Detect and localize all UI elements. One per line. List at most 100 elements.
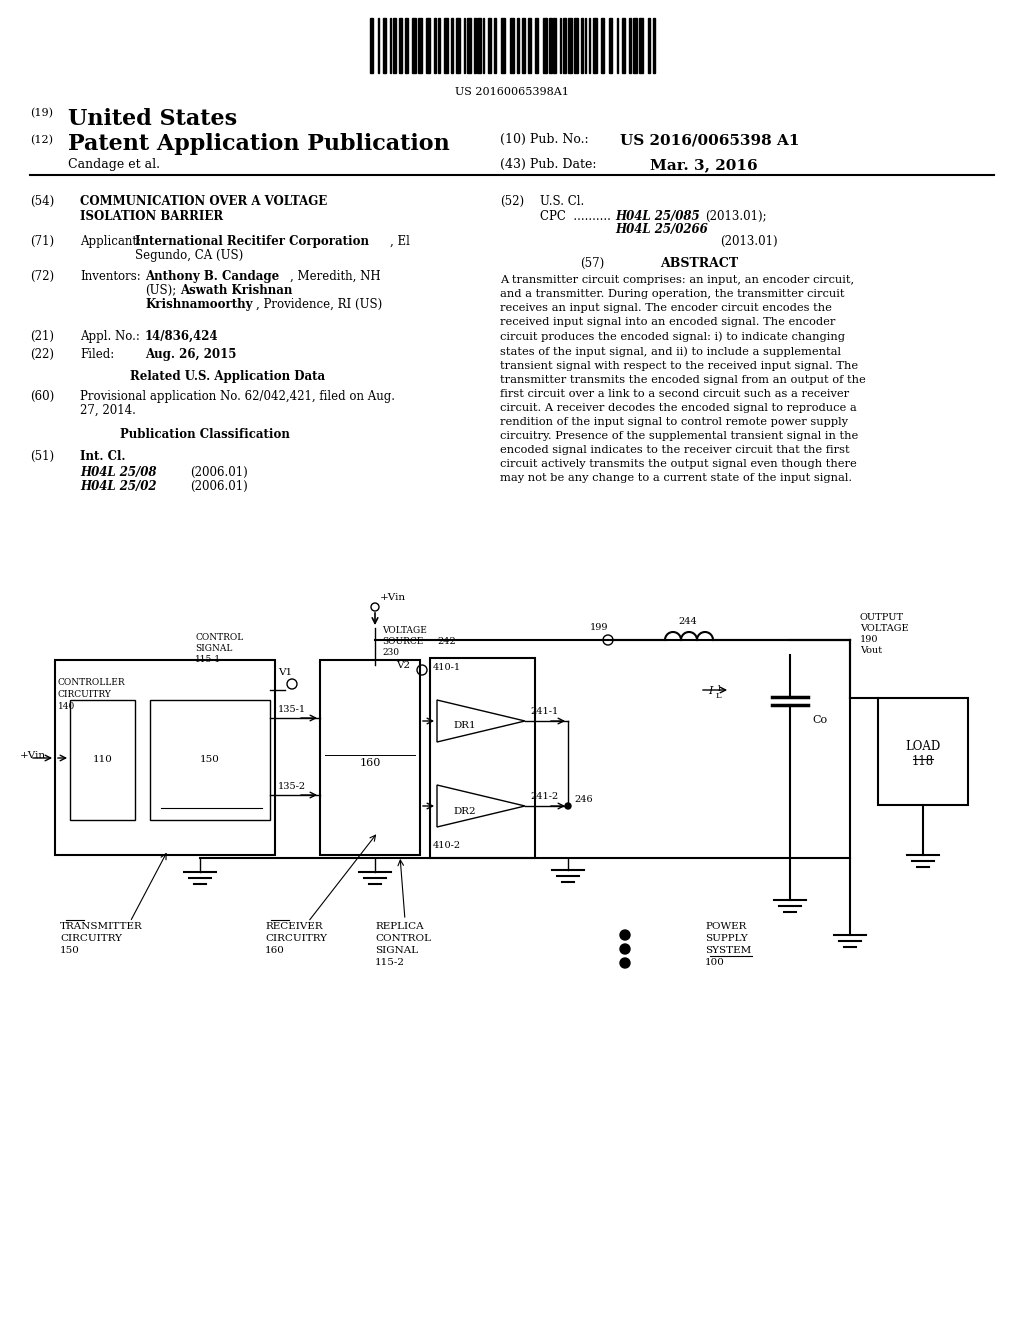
Bar	[535, 18, 538, 73]
Bar	[528, 18, 531, 73]
Text: Filed:: Filed:	[80, 348, 115, 360]
Bar	[581, 18, 583, 73]
Text: Publication Classification: Publication Classification	[120, 428, 290, 441]
Text: CIRCUITRY: CIRCUITRY	[265, 935, 327, 942]
Bar	[477, 18, 481, 73]
Text: (72): (72)	[30, 271, 54, 282]
Text: SIGNAL: SIGNAL	[375, 946, 418, 954]
Text: (22): (22)	[30, 348, 54, 360]
Text: (2013.01);: (2013.01);	[705, 210, 767, 223]
Text: Mar. 3, 2016: Mar. 3, 2016	[650, 158, 758, 172]
Text: (2013.01): (2013.01)	[720, 235, 777, 248]
Text: CIRCUITRY: CIRCUITRY	[60, 935, 122, 942]
Text: Provisional application No. 62/042,421, filed on Aug.: Provisional application No. 62/042,421, …	[80, 389, 395, 403]
Text: Krishnamoorthy: Krishnamoorthy	[145, 298, 253, 312]
Text: Applicant:: Applicant:	[80, 235, 144, 248]
Text: (60): (60)	[30, 389, 54, 403]
Bar	[543, 18, 547, 73]
Text: US 20160065398A1: US 20160065398A1	[455, 87, 569, 96]
Text: 27, 2014.: 27, 2014.	[80, 404, 136, 417]
Text: U.S. Cl.: U.S. Cl.	[540, 195, 585, 209]
Circle shape	[620, 958, 630, 968]
Text: 135-2: 135-2	[278, 781, 306, 791]
Bar	[70, 700, 135, 820]
Bar	[501, 18, 505, 73]
Bar	[633, 18, 637, 73]
Circle shape	[565, 803, 571, 809]
Bar	[629, 18, 631, 73]
Text: CONTROLLER: CONTROLLER	[58, 678, 126, 686]
Text: International Recitifer Corporation: International Recitifer Corporation	[135, 235, 369, 248]
Text: Inventors:: Inventors:	[80, 271, 140, 282]
Bar	[383, 18, 386, 73]
Text: CPC  ..........: CPC ..........	[540, 210, 611, 223]
Text: POWER: POWER	[705, 921, 746, 931]
Text: ISOLATION BARRIER: ISOLATION BARRIER	[80, 210, 223, 223]
Text: Patent Application Publication: Patent Application Publication	[68, 133, 450, 154]
Text: 150: 150	[60, 946, 80, 954]
Text: Int. Cl.: Int. Cl.	[80, 450, 126, 463]
Text: L: L	[716, 692, 722, 700]
Bar	[593, 18, 597, 73]
Text: H04L 25/085: H04L 25/085	[615, 210, 699, 223]
Text: 190: 190	[860, 635, 879, 644]
Text: (2006.01): (2006.01)	[190, 480, 248, 492]
Text: SOURCE: SOURCE	[382, 638, 423, 645]
Bar	[412, 18, 416, 73]
Text: (51): (51)	[30, 450, 54, 463]
Text: 100: 100	[705, 958, 725, 968]
Text: SYSTEM: SYSTEM	[705, 946, 752, 954]
Text: VOLTAGE: VOLTAGE	[382, 626, 427, 635]
Text: V1: V1	[278, 668, 292, 677]
Text: Candage et al.: Candage et al.	[68, 158, 160, 172]
Text: 160: 160	[359, 758, 381, 767]
Bar	[553, 18, 556, 73]
Text: 115-2: 115-2	[375, 958, 406, 968]
Text: CONTROL: CONTROL	[195, 634, 244, 642]
Bar	[55, 660, 275, 855]
Text: DR1: DR1	[454, 722, 476, 730]
Bar	[444, 18, 449, 73]
Text: SIGNAL: SIGNAL	[195, 644, 232, 653]
Text: RECEIVER: RECEIVER	[265, 921, 323, 931]
Bar	[370, 18, 373, 73]
Text: TRANSMITTER: TRANSMITTER	[60, 921, 142, 931]
Text: 115-1: 115-1	[195, 655, 221, 664]
Bar	[430, 657, 535, 858]
Text: (12): (12)	[30, 135, 53, 145]
Bar	[418, 18, 422, 73]
Bar	[393, 18, 396, 73]
Bar	[568, 18, 572, 73]
Text: H04L 25/02: H04L 25/02	[80, 480, 157, 492]
Text: Appl. No.:: Appl. No.:	[80, 330, 140, 343]
Text: I: I	[708, 686, 712, 696]
Bar	[517, 18, 519, 73]
Text: Related U.S. Application Data: Related U.S. Application Data	[130, 370, 326, 383]
Bar	[563, 18, 566, 73]
Bar	[451, 18, 453, 73]
Text: DR2: DR2	[454, 807, 476, 816]
Text: V2: V2	[396, 661, 410, 671]
Bar	[150, 700, 270, 820]
Text: LOAD: LOAD	[905, 741, 941, 752]
Text: (US);: (US);	[145, 284, 176, 297]
Text: H04L 25/08: H04L 25/08	[80, 466, 157, 479]
Text: , Meredith, NH: , Meredith, NH	[290, 271, 381, 282]
Text: 1: 1	[716, 685, 721, 693]
Circle shape	[620, 931, 630, 940]
Text: Aug. 26, 2015: Aug. 26, 2015	[145, 348, 237, 360]
Text: US 2016/0065398 A1: US 2016/0065398 A1	[620, 133, 800, 147]
Bar	[639, 18, 643, 73]
Text: 199: 199	[590, 623, 608, 632]
Bar	[574, 18, 578, 73]
Text: (21): (21)	[30, 330, 54, 343]
Bar	[653, 18, 655, 73]
Text: 135-1: 135-1	[278, 705, 306, 714]
Text: Anthony B. Candage: Anthony B. Candage	[145, 271, 280, 282]
Text: REPLICA: REPLICA	[375, 921, 424, 931]
Text: , Providence, RI (US): , Providence, RI (US)	[256, 298, 382, 312]
Text: Vout: Vout	[860, 645, 882, 655]
Text: (54): (54)	[30, 195, 54, 209]
Text: CONTROL: CONTROL	[375, 935, 431, 942]
Text: +Vin: +Vin	[380, 593, 407, 602]
